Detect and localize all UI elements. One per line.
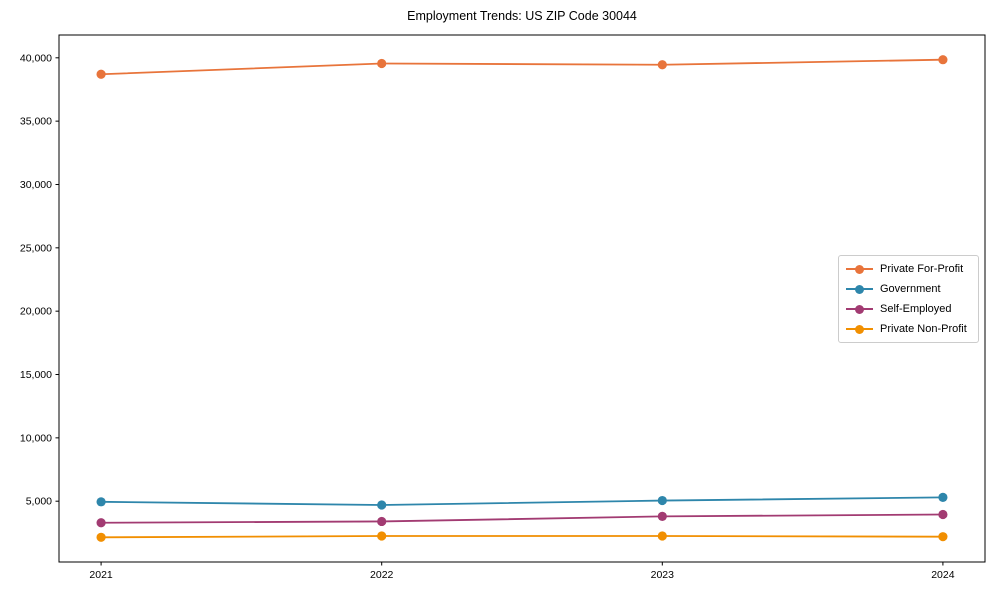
chart-title: Employment Trends: US ZIP Code 30044	[407, 9, 637, 23]
x-axis-tick-label: 2022	[370, 569, 394, 581]
y-axis-tick-label: 30,000	[20, 179, 52, 191]
y-axis-tick-label: 40,000	[20, 52, 52, 64]
y-axis-tick-label: 15,000	[20, 369, 52, 381]
y-axis-tick-label: 25,000	[20, 242, 52, 254]
legend-label: Private Non-Profit	[880, 323, 967, 335]
legend-label: Government	[880, 283, 941, 295]
plot-area-border	[58, 34, 986, 563]
y-axis-tick-label: 10,000	[20, 432, 52, 444]
legend: Private For-Profit Government Self-Employe…	[838, 255, 979, 343]
data-point-self-employed	[96, 518, 106, 528]
data-point-government	[96, 497, 106, 507]
data-point-private-for-profit	[657, 60, 667, 70]
y-axis-tick-label: 5,000	[26, 496, 52, 508]
data-point-private-non-profit	[96, 532, 106, 542]
legend-line-marker-icon	[846, 284, 873, 294]
data-point-private-non-profit	[657, 531, 667, 541]
x-axis-tick-label: 2024	[931, 569, 955, 581]
legend-line-marker-icon	[846, 324, 873, 334]
data-point-private-for-profit	[96, 69, 106, 79]
legend-item-private-non-profit: Private Non-Profit	[846, 323, 971, 335]
data-point-private-non-profit	[938, 532, 948, 542]
data-point-government	[938, 492, 948, 502]
legend-label: Self-Employed	[880, 303, 952, 315]
data-point-self-employed	[657, 511, 667, 521]
legend-label: Private For-Profit	[880, 263, 964, 275]
y-axis-tick-label: 35,000	[20, 116, 52, 128]
legend-item-government: Government	[846, 283, 971, 295]
data-point-private-non-profit	[377, 531, 387, 541]
legend-item-self-employed: Self-Employed	[846, 303, 971, 315]
legend-line-marker-icon	[846, 264, 873, 274]
data-point-private-for-profit	[938, 55, 948, 65]
data-point-private-for-profit	[377, 58, 387, 69]
legend-line-marker-icon	[846, 304, 873, 314]
series-line-self-employed	[100, 513, 944, 524]
x-axis-tick-label: 2023	[651, 569, 675, 581]
y-axis-tick-label: 20,000	[20, 306, 52, 318]
data-point-government	[377, 500, 387, 510]
data-point-self-employed	[938, 509, 948, 520]
data-point-government	[657, 495, 667, 506]
legend-item-private-for-profit: Private For-Profit	[846, 263, 971, 275]
data-point-self-employed	[377, 516, 387, 527]
series-line-private-non-profit	[100, 535, 944, 539]
series-line-private-for-profit	[100, 58, 944, 76]
x-axis-tick-label: 2021	[89, 569, 113, 581]
series-line-government	[100, 496, 944, 506]
